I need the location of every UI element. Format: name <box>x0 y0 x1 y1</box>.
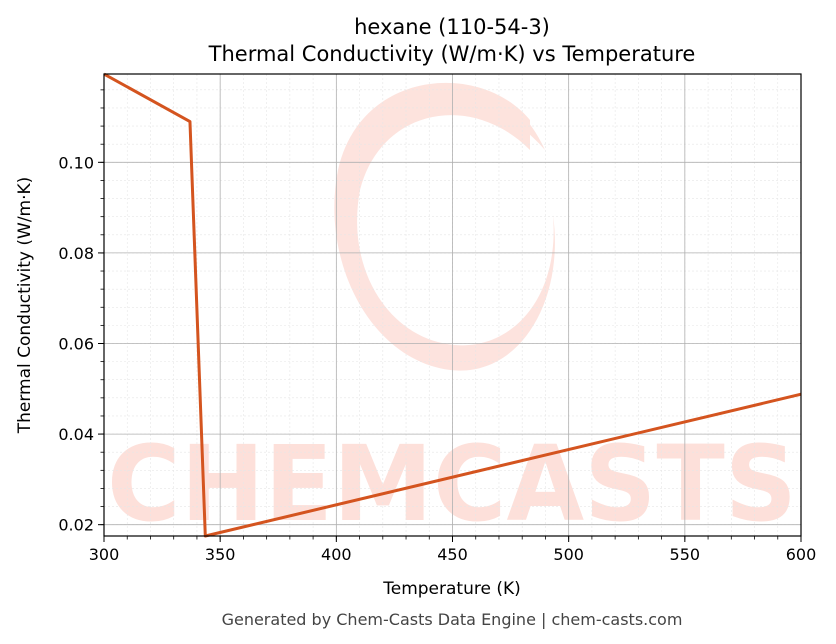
x-tick-label: 400 <box>321 545 352 564</box>
y-tick-label: 0.10 <box>58 153 94 172</box>
x-tick-label: 300 <box>89 545 120 564</box>
chart-subtitle: Thermal Conductivity (W/m·K) vs Temperat… <box>208 42 696 66</box>
x-axis-label: Temperature (K) <box>382 579 521 599</box>
x-tick-label: 350 <box>205 545 236 564</box>
y-axis-label: Thermal Conductivity (W/m·K) <box>15 177 35 435</box>
footer-text: Generated by Chem-Casts Data Engine | ch… <box>222 610 683 629</box>
x-tick-label: 450 <box>437 545 468 564</box>
chart-title: hexane (110-54-3) <box>354 15 550 39</box>
x-tick-label: 550 <box>670 545 701 564</box>
y-tick-label: 0.08 <box>58 244 94 263</box>
watermark-logo <box>334 82 555 371</box>
series-layer <box>104 72 801 538</box>
tick-marks <box>98 89 802 542</box>
x-tick-label: 500 <box>553 545 584 564</box>
y-tick-label: 0.06 <box>58 335 94 354</box>
x-tick-labels: 300 350 400 450 500 550 600 <box>89 545 817 564</box>
series-line <box>104 72 801 538</box>
x-tick-label: 600 <box>786 545 817 564</box>
y-tick-labels: 0.02 0.04 0.06 0.08 0.10 <box>58 153 94 534</box>
watermark-text: CHEMCASTS <box>107 423 797 545</box>
y-tick-label: 0.02 <box>58 516 94 535</box>
y-tick-label: 0.04 <box>58 425 94 444</box>
